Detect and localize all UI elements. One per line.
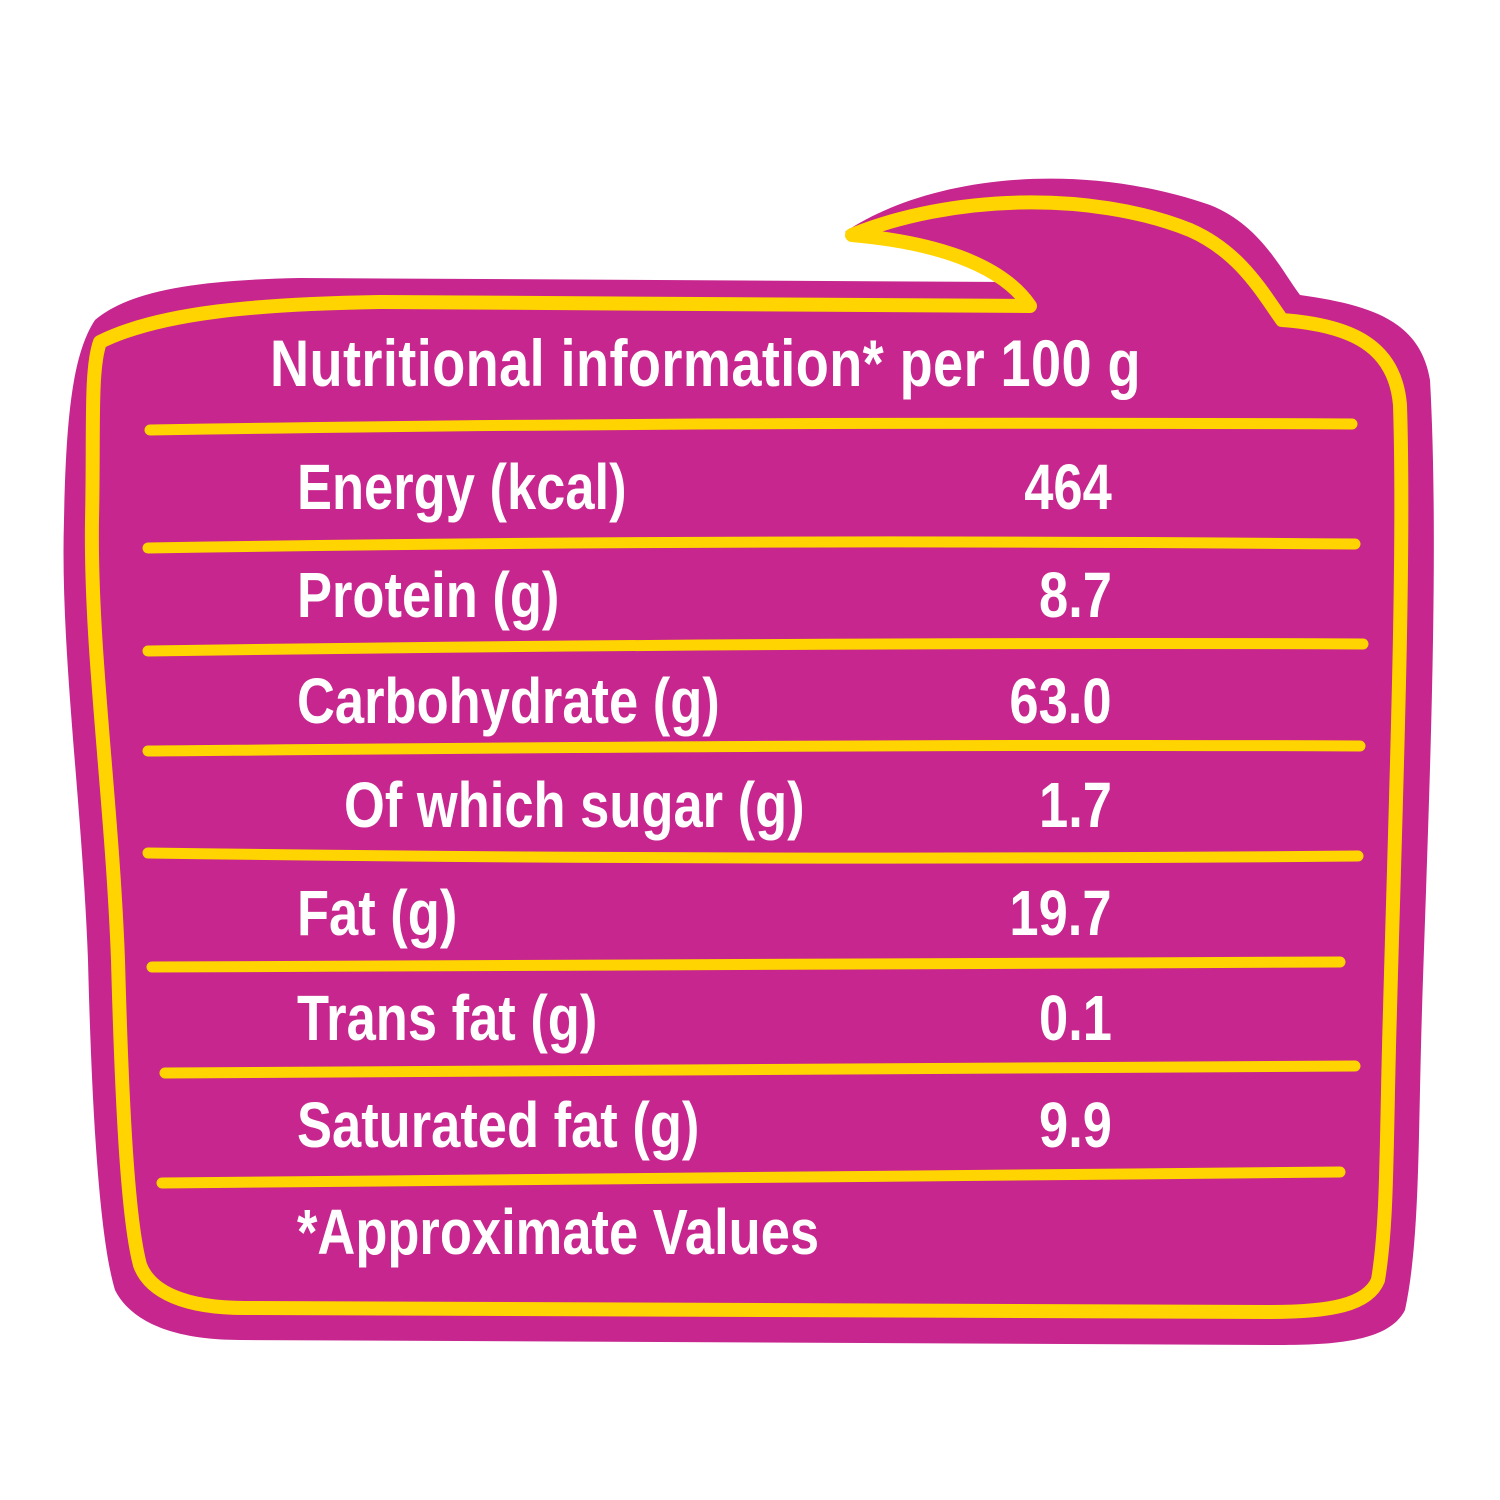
row-value: 464 [1024, 451, 1112, 523]
table-row-sugar: Of which sugar (g) 1.7 [0, 765, 1500, 845]
row-label: Fat (g) [297, 877, 458, 949]
row-value: 1.7 [1039, 769, 1112, 841]
divider-line [159, 1060, 1361, 1079]
table-row-saturated-fat: Saturated fat (g) 9.9 [0, 1085, 1500, 1165]
table-title: Nutritional information* per 100 g [270, 326, 1141, 400]
table-row-carbohydrate: Carbohydrate (g) 63.0 [0, 661, 1500, 741]
divider-line [144, 417, 1358, 436]
divider-line [142, 536, 1361, 554]
divider-line [142, 739, 1366, 757]
row-value: 63.0 [1009, 665, 1112, 737]
panel-outline [84, 195, 1409, 1319]
table-row-energy: Energy (kcal) 464 [0, 447, 1500, 527]
table-row-protein: Protein (g) 8.7 [0, 555, 1500, 635]
divider-line [142, 637, 1369, 657]
panel-fill [63, 178, 1434, 1345]
row-label: Saturated fat (g) [297, 1089, 700, 1161]
row-label: Of which sugar (g) [344, 769, 805, 841]
divider-line [146, 956, 1346, 973]
row-dividers [142, 417, 1369, 1189]
table-row-trans-fat: Trans fat (g) 0.1 [0, 978, 1500, 1058]
table-row-fat: Fat (g) 19.7 [0, 873, 1500, 953]
divider-line [156, 1166, 1346, 1189]
row-value: 9.9 [1039, 1089, 1112, 1161]
row-value: 19.7 [1009, 877, 1112, 949]
row-label: Carbohydrate (g) [297, 665, 720, 737]
row-label: Energy (kcal) [297, 451, 627, 523]
row-value: 0.1 [1039, 982, 1112, 1054]
divider-line [142, 847, 1364, 864]
row-label: Trans fat (g) [297, 982, 598, 1054]
row-value: 8.7 [1039, 559, 1112, 631]
row-label: Protein (g) [297, 559, 560, 631]
footnote: *Approximate Values [297, 1196, 820, 1268]
